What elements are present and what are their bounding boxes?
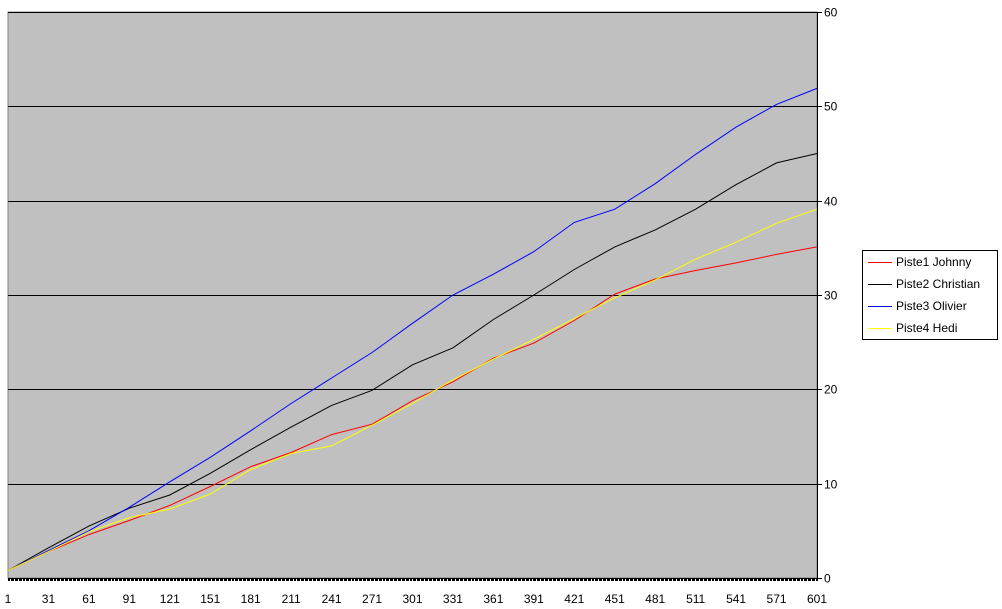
x-tick-label: 511 [686,592,705,606]
x-tick-label: 181 [241,592,261,606]
x-axis: 1 31 61 91 121 151 181 211 241 271 301 331 361 391 421… [5,578,828,606]
x-tick-label: 481 [645,592,665,606]
x-axis-minor-ticks [9,578,818,581]
x-tick-label: 1 [5,592,12,606]
x-tick-label: 61 [82,592,96,606]
legend-label: Piste2 Christian [896,277,980,291]
x-tick-label: 151 [200,592,220,606]
legend-label: Piste3 Olivier [896,299,967,313]
x-tick-label: 241 [322,592,342,606]
legend: Piste1 Johnny Piste2 Christian Piste3 Oliv… [863,251,998,340]
x-tick-label: 361 [483,592,503,606]
y-tick-label: 50 [824,100,838,114]
x-tick-label: 91 [123,592,137,606]
y-tick-label: 10 [824,478,838,492]
x-tick-label: 601 [807,592,827,606]
x-tick-label: 391 [524,592,544,606]
y-tick-label: 30 [824,289,838,303]
x-tick-label: 421 [564,592,584,606]
x-tick-label: 451 [605,592,625,606]
y-axis: 0 10 20 30 40 50 60 [817,6,838,586]
x-tick-label: 301 [402,592,422,606]
x-tick-label: 271 [362,592,382,606]
legend-label: Piste4 Hedi [896,321,957,335]
y-tick-label: 40 [824,195,838,209]
x-tick-label: 211 [282,592,301,606]
x-tick-label: 571 [767,592,787,606]
x-tick-label: 331 [443,592,463,606]
legend-label: Piste1 Johnny [896,255,971,269]
y-tick-label: 0 [824,572,831,586]
x-tick-label: 31 [42,592,56,606]
y-tick-label: 60 [824,6,838,20]
x-tick-label: 541 [726,592,746,606]
x-tick-label: 121 [160,592,180,606]
y-tick-label: 20 [824,383,838,397]
